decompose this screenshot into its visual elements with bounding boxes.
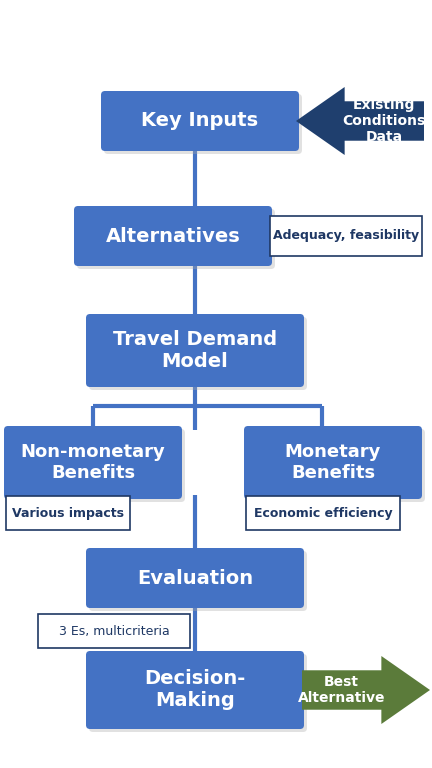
FancyBboxPatch shape (246, 496, 400, 530)
Text: Alternatives: Alternatives (106, 227, 240, 246)
FancyBboxPatch shape (89, 654, 307, 732)
Text: Existing
Conditions
Data: Existing Conditions Data (343, 98, 426, 144)
FancyBboxPatch shape (101, 91, 299, 151)
FancyBboxPatch shape (38, 614, 190, 648)
FancyBboxPatch shape (86, 548, 304, 608)
FancyBboxPatch shape (104, 94, 302, 154)
FancyBboxPatch shape (74, 206, 272, 266)
Text: Best
Alternative: Best Alternative (298, 675, 385, 705)
Polygon shape (302, 656, 430, 724)
FancyBboxPatch shape (7, 429, 185, 502)
FancyBboxPatch shape (6, 496, 130, 530)
Text: Non-monetary
Benefits: Non-monetary Benefits (21, 443, 165, 482)
FancyBboxPatch shape (270, 216, 422, 256)
FancyBboxPatch shape (77, 209, 275, 269)
FancyBboxPatch shape (86, 314, 304, 387)
Text: Adequacy, feasibility: Adequacy, feasibility (273, 230, 419, 243)
FancyBboxPatch shape (244, 426, 422, 499)
FancyBboxPatch shape (89, 317, 307, 390)
Text: Key Inputs: Key Inputs (141, 111, 259, 131)
Text: Monetary
Benefits: Monetary Benefits (285, 443, 381, 482)
FancyBboxPatch shape (89, 551, 307, 611)
Text: 3 Es, multicriteria: 3 Es, multicriteria (59, 624, 169, 637)
Text: Evaluation: Evaluation (137, 568, 253, 588)
FancyBboxPatch shape (4, 426, 182, 499)
Text: Economic efficiency: Economic efficiency (254, 507, 392, 519)
FancyBboxPatch shape (86, 651, 304, 729)
Text: Travel Demand
Model: Travel Demand Model (113, 330, 277, 371)
Text: Decision-
Making: Decision- Making (144, 670, 246, 710)
FancyBboxPatch shape (247, 429, 425, 502)
Polygon shape (296, 87, 424, 155)
Text: Various impacts: Various impacts (12, 507, 124, 519)
